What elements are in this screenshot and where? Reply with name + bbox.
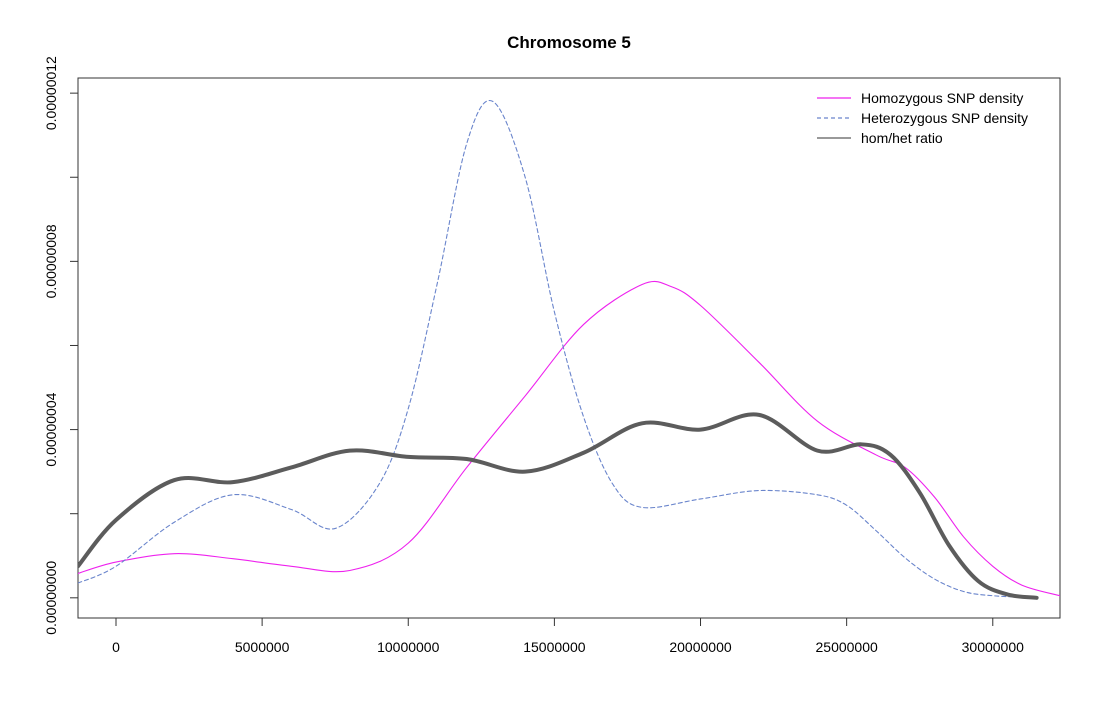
legend-label-homozygous: Homozygous SNP density bbox=[861, 90, 1023, 106]
y-tick-label: 0.00000000 bbox=[43, 561, 59, 635]
legend: Homozygous SNP density Heterozygous SNP … bbox=[817, 90, 1028, 146]
legend-label-hom-het-ratio: hom/het ratio bbox=[861, 130, 943, 146]
x-tick-label: 15000000 bbox=[523, 639, 586, 655]
series-line-hom-het-ratio bbox=[78, 412, 1039, 600]
series-line-heterozygous bbox=[78, 99, 1038, 599]
x-axis: 0 5000000 10000000 15000000 20000000 25000000… bbox=[112, 617, 1025, 655]
series-line-homozygous bbox=[78, 280, 1060, 597]
y-tick-label: 0.00000008 bbox=[43, 224, 59, 298]
legend-label-heterozygous: Heterozygous SNP density bbox=[861, 110, 1028, 126]
x-tick-label: 30000000 bbox=[962, 639, 1025, 655]
series-group bbox=[78, 99, 1060, 600]
y-axis: 0.00000000 0.00000004 0.00000008 0.00000012 bbox=[43, 56, 79, 635]
x-tick-label: 10000000 bbox=[377, 639, 440, 655]
x-tick-label: 5000000 bbox=[235, 639, 290, 655]
x-tick-label: 25000000 bbox=[816, 639, 879, 655]
x-tick-label: 0 bbox=[112, 639, 120, 655]
plot-area-frame bbox=[77, 77, 1061, 619]
x-tick-label: 20000000 bbox=[669, 639, 732, 655]
chart-title: Chromosome 5 bbox=[507, 33, 631, 52]
y-tick-label: 0.00000012 bbox=[43, 56, 59, 130]
y-tick-label: 0.00000004 bbox=[43, 392, 59, 466]
